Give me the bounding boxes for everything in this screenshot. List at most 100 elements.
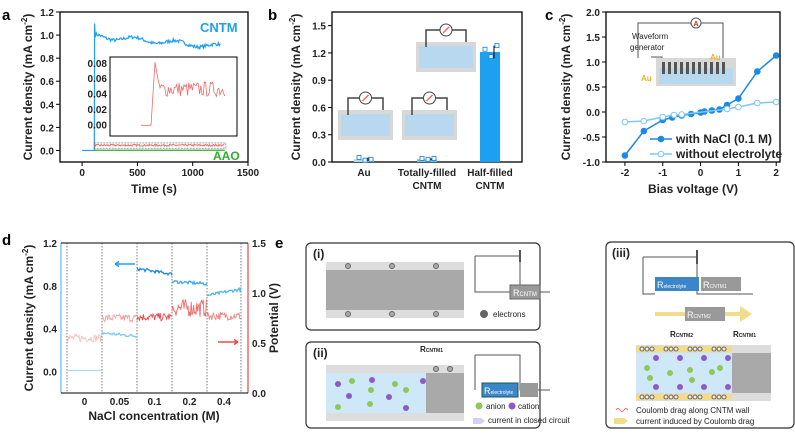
anion-icon (687, 367, 693, 373)
category-label: CNTM (413, 181, 442, 192)
x-tick-label: 0.2 (183, 397, 197, 408)
electron-icon (447, 366, 453, 372)
y-tick-label: 1.5 (586, 33, 600, 44)
drag-band-top (636, 346, 732, 352)
y-tick-label: 1.2 (312, 49, 326, 60)
y-axis-label: Current density (mA cm-2) (288, 14, 303, 161)
electrolyte (405, 114, 454, 136)
chart-b: 0.0 0.3 0.6 0.9 1.2 1.5 Current density (mA cm… (288, 11, 523, 192)
current-series (136, 266, 173, 277)
y-tick-label: 0.6 (312, 103, 326, 114)
cation-icon (677, 355, 683, 361)
electron-icon (663, 346, 669, 352)
legend-aao: AAO (213, 149, 240, 163)
y-tick-label: 0.2 (40, 123, 54, 134)
x-tick-label: 0.1 (148, 397, 162, 408)
y-label-part: Current density (mA cm (559, 25, 573, 161)
chart-d: 0.00.40.81.20.00.51.01.50 0.05 0.1 0.2 0.4Na… (21, 239, 281, 423)
x-tick-label: 0 (698, 168, 704, 179)
data-point (772, 52, 780, 59)
y-label-part: -2 (558, 17, 567, 25)
anion-icon (647, 375, 653, 381)
y-tick-label: -1.0 (583, 158, 601, 169)
resistor-cntm (509, 284, 541, 300)
arrow-icon (473, 418, 485, 424)
needle (442, 26, 450, 34)
series-mos2 (93, 143, 225, 148)
electron-icon (697, 346, 703, 352)
y2-tick-label: 0.5 (252, 339, 266, 350)
potential-series (206, 311, 241, 321)
data-point (640, 117, 648, 125)
panel-label-e: e (275, 235, 283, 252)
cation-icon (369, 377, 375, 383)
ions (639, 346, 731, 400)
inset-wire (637, 22, 724, 62)
au-label: Au (710, 53, 721, 62)
category-label: Half-filled (467, 168, 513, 179)
r-cntm2-label: RCNTM2 (670, 330, 693, 339)
electron-icon (721, 346, 727, 352)
needle (361, 94, 370, 102)
category-label: Totally-filled (398, 168, 456, 179)
y2-axis-label: Potential (V) (267, 283, 281, 353)
cation-icon (725, 355, 731, 361)
cation-icon (403, 405, 409, 411)
legend-cation: cation (518, 402, 539, 411)
y2-tick-label: 0.0 (252, 389, 266, 400)
data-point (621, 118, 629, 126)
inset-y-tick-label: 0.06 (88, 74, 108, 85)
legend-marker (657, 135, 665, 143)
x-tick-label: 1 (736, 168, 742, 179)
y-label-part: ) (22, 245, 36, 249)
data-point (772, 98, 780, 106)
y-tick-label: 0.4 (43, 325, 57, 336)
x-tick-label: -1 (658, 168, 667, 179)
legend-closed-circuit: current in closed circuit (488, 416, 571, 425)
data-point (659, 113, 667, 121)
legend-electrons: electrons (493, 310, 525, 319)
y-tick-label: 1.5 (312, 22, 326, 33)
resistor-electrolyte (655, 277, 699, 291)
data-point (488, 54, 494, 59)
label-i: (i) (313, 247, 324, 261)
data-point (419, 155, 425, 161)
plot-frame (59, 11, 249, 163)
series-cntm (82, 23, 221, 152)
y-label-part: -2 (21, 248, 30, 256)
x-tick-label: 500 (129, 168, 146, 179)
electron-icon (697, 394, 703, 400)
cntm-bar (662, 62, 665, 74)
y-tick-label: 1.2 (43, 239, 57, 250)
category-label: CNTM (476, 181, 505, 192)
electron-icon (721, 394, 727, 400)
tube-core-ii (426, 373, 464, 413)
y-tick-label: 0.0 (312, 158, 326, 169)
current-series (101, 331, 138, 338)
panel-label-c: c (545, 7, 553, 24)
resistor-label: Relectrolyte (484, 386, 514, 396)
electrolyte-fill (636, 353, 732, 393)
panel-label-b: b (268, 7, 277, 24)
y-tick-label: 0.5 (586, 83, 600, 94)
electrolyte-fill (326, 373, 426, 413)
y2-tick-label: 1.5 (252, 239, 266, 250)
cntm-bar (704, 62, 707, 74)
resistor-label: RCNTM2 (687, 310, 711, 320)
data-point (431, 155, 437, 161)
y-tick-label: 0.8 (40, 54, 54, 65)
ions (335, 366, 453, 411)
cntm-bar (698, 62, 701, 74)
data-point (754, 68, 761, 75)
data-point (482, 46, 488, 52)
x-tick-label: 0 (79, 168, 85, 179)
electron-icon (692, 346, 698, 352)
cation-icon (335, 381, 341, 387)
y-label-part: -2 (288, 17, 297, 25)
electrolyte (341, 114, 390, 136)
chart-c: -1.0 -0.5 0.0 0.5 1.0 1.5 2.0 -2 -1 0 1 2 Bias volta… (558, 8, 782, 196)
electrolyte (659, 68, 733, 84)
x-tick-label: 0.05 (110, 397, 130, 408)
cation-icon (653, 355, 659, 361)
